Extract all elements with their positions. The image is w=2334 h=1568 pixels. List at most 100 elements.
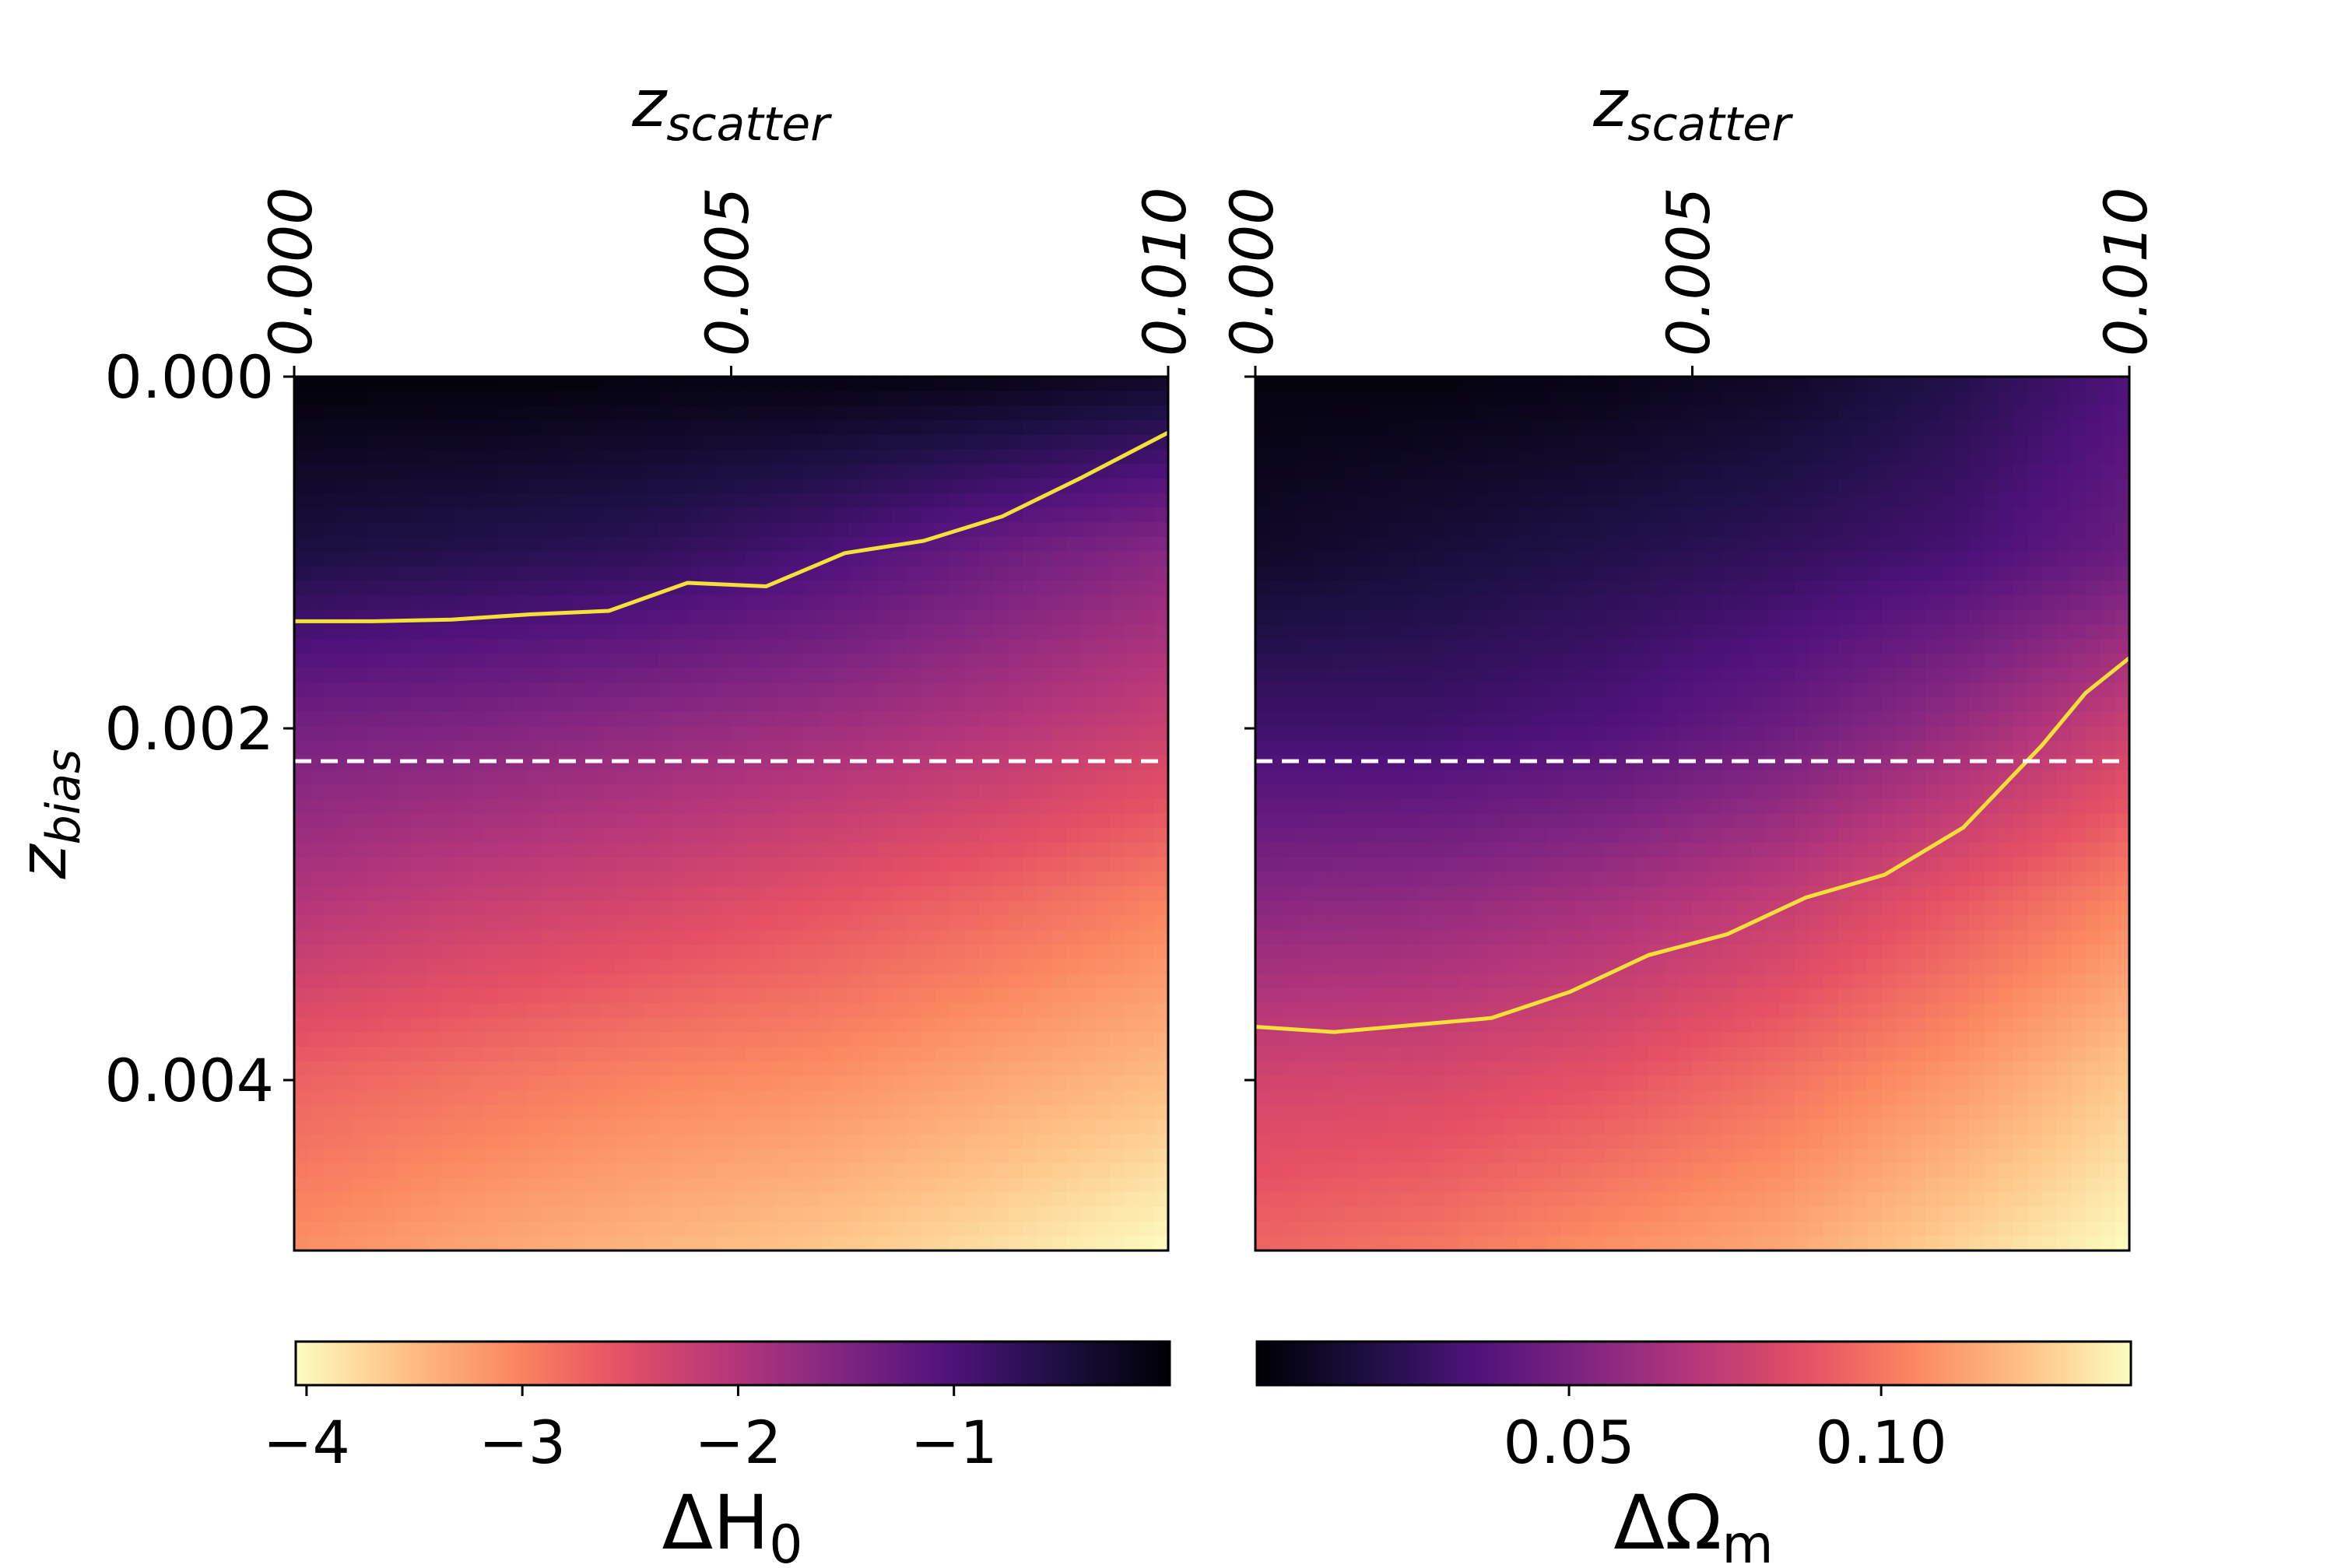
heatmap-cell [862, 973, 878, 989]
heatmap-cell [308, 886, 325, 902]
heatmap-cell [906, 1177, 921, 1193]
heatmap-cell [440, 959, 455, 975]
heatmap-cell [629, 726, 644, 742]
heatmap-cell [963, 1032, 980, 1047]
heatmap-cell [1037, 551, 1053, 567]
heatmap-cell [833, 1192, 849, 1208]
heatmap-cell [352, 405, 368, 421]
heatmap-cell [978, 1148, 995, 1164]
heatmap-cell [848, 391, 863, 407]
heatmap-cell [1677, 536, 1693, 552]
heatmap-cell [1313, 609, 1329, 625]
heatmap-cell [1022, 1032, 1038, 1047]
heatmap-cell [1371, 464, 1388, 479]
heatmap-cell [760, 988, 776, 1004]
heatmap-cell [469, 886, 485, 902]
heatmap-cell [789, 1104, 805, 1121]
heatmap-cell [469, 449, 485, 465]
heatmap-cell [658, 668, 674, 683]
heatmap-cell [425, 959, 440, 975]
heatmap-cell [483, 696, 499, 713]
heatmap-cell [2115, 624, 2129, 640]
heatmap-cell [804, 464, 820, 479]
heatmap-cell [789, 959, 805, 975]
heatmap-cell [1139, 609, 1155, 625]
heatmap-cell [1051, 1046, 1067, 1062]
heatmap-cell [1823, 377, 1839, 392]
heatmap-cell [1080, 770, 1097, 785]
heatmap-cell [1634, 536, 1650, 552]
heatmap-cell [920, 828, 936, 844]
heatmap-cell [1051, 522, 1067, 538]
heatmap-cell [1677, 696, 1693, 713]
heatmap-cell [876, 391, 893, 407]
heatmap-cell [1153, 1090, 1168, 1106]
heatmap-cell [1867, 668, 1883, 683]
heatmap-cell [731, 813, 747, 830]
heatmap-cell [1532, 638, 1548, 654]
heatmap-cell [716, 726, 732, 742]
heatmap-cell [585, 536, 601, 552]
heatmap-cell [1663, 638, 1679, 654]
heatmap-cell [1881, 377, 1897, 392]
heatmap-cell [1575, 449, 1592, 465]
heatmap-cell [1153, 1046, 1168, 1062]
heatmap-cell [1008, 1221, 1023, 1237]
heatmap-cell [323, 1177, 339, 1193]
heatmap-cell [716, 1134, 732, 1149]
left-y-tick-label: 0.000 [104, 342, 274, 412]
heatmap-cell [949, 377, 965, 392]
heatmap-cell [1444, 653, 1460, 669]
heatmap-cell [1590, 653, 1606, 669]
heatmap-cell [1139, 668, 1155, 683]
heatmap-cell [687, 536, 703, 552]
heatmap-cell [1080, 1177, 1097, 1193]
heatmap-cell [1998, 507, 2014, 523]
heatmap-cell [963, 1119, 980, 1135]
heatmap-cell [1124, 1017, 1140, 1033]
heatmap-cell [963, 886, 980, 902]
heatmap-cell [789, 377, 805, 392]
heatmap-cell [1779, 668, 1795, 683]
heatmap-cell [818, 377, 834, 392]
heatmap-cell [1473, 638, 1490, 654]
heatmap-cell [1765, 638, 1781, 654]
heatmap-cell [570, 405, 587, 421]
heatmap-cell [672, 857, 689, 873]
heatmap-cell [294, 1206, 310, 1222]
heatmap-cell [367, 536, 383, 552]
heatmap-cell [454, 988, 470, 1004]
heatmap-cell [570, 959, 587, 975]
heatmap-cell [1939, 493, 1956, 509]
heatmap-cell [672, 828, 689, 844]
heatmap-cell [1736, 420, 1752, 436]
heatmap-cell [906, 1206, 921, 1222]
heatmap-cell [1110, 798, 1125, 815]
heatmap-cell [935, 828, 951, 844]
heatmap-cell [1881, 581, 1897, 596]
heatmap-cell [352, 479, 368, 494]
heatmap-cell [760, 930, 776, 945]
heatmap-cell [454, 1075, 470, 1091]
heatmap-cell [570, 1192, 587, 1208]
heatmap-cell [848, 638, 863, 654]
heatmap-cell [746, 726, 761, 742]
heatmap-cell [716, 391, 732, 407]
heatmap-cell [935, 1075, 951, 1091]
heatmap-cell [1663, 449, 1679, 465]
heatmap-cell [440, 770, 455, 785]
heatmap-cell [2100, 522, 2116, 538]
heatmap-cell [702, 726, 718, 742]
heatmap-cell [1139, 595, 1155, 611]
heatmap-cell [1357, 377, 1373, 392]
heatmap-cell [396, 391, 412, 407]
heatmap-cell [935, 842, 951, 858]
heatmap-cell [469, 1177, 485, 1193]
heatmap-cell [1969, 479, 1985, 494]
heatmap-cell [1634, 609, 1650, 625]
heatmap-cell [1255, 581, 1271, 596]
heatmap-cell [527, 551, 542, 567]
heatmap-cell [614, 696, 630, 713]
heatmap-cell [687, 405, 703, 421]
heatmap-cell [1881, 653, 1897, 669]
